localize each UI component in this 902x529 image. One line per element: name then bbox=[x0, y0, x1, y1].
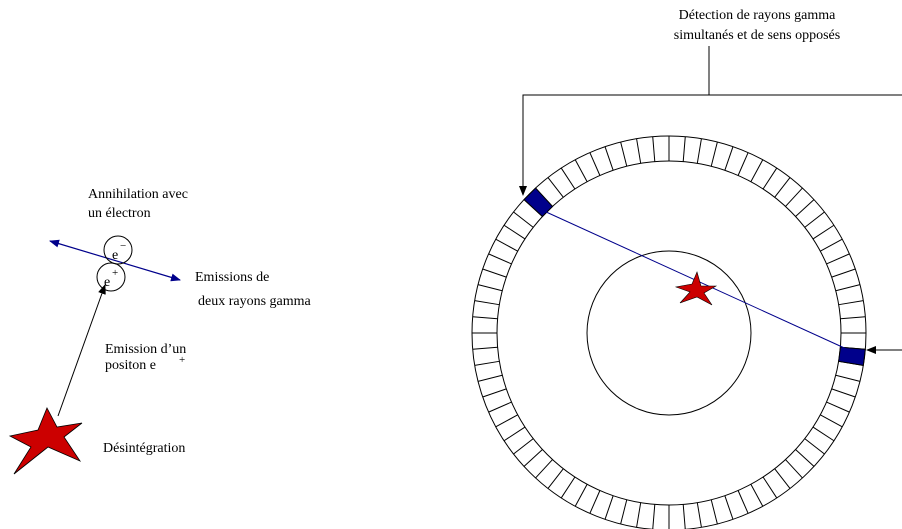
ring-divider bbox=[840, 316, 866, 320]
ring-divider bbox=[620, 499, 628, 525]
ring-divider bbox=[547, 468, 564, 489]
active-detector bbox=[838, 346, 866, 367]
ring-divider bbox=[495, 414, 518, 428]
ring-divider bbox=[589, 152, 601, 176]
ring-divider bbox=[737, 490, 749, 514]
ring-divider bbox=[574, 484, 588, 507]
ring-divider bbox=[682, 504, 686, 529]
ring-divider bbox=[795, 199, 815, 217]
ring-divider bbox=[652, 136, 656, 162]
inner-circle bbox=[586, 250, 752, 416]
ring-divider bbox=[477, 284, 503, 292]
ring-divider bbox=[547, 177, 564, 198]
decay-star bbox=[8, 407, 83, 475]
connector-arrow bbox=[519, 94, 902, 196]
ring-divider bbox=[774, 177, 791, 198]
gamma-rays bbox=[49, 239, 181, 282]
ring-divider bbox=[762, 167, 778, 190]
positron-circle bbox=[96, 262, 126, 292]
ring-divider bbox=[636, 502, 642, 528]
ring-divider bbox=[826, 253, 850, 265]
ring-divider bbox=[495, 238, 518, 252]
source-star bbox=[674, 271, 718, 306]
positron-symbol: e bbox=[104, 275, 110, 290]
ring-divider bbox=[785, 187, 803, 207]
ring-divider bbox=[795, 449, 815, 467]
electron-circle bbox=[103, 235, 133, 265]
ring-divider bbox=[488, 253, 512, 265]
ring-divider bbox=[503, 224, 526, 240]
ring-divider bbox=[682, 136, 686, 162]
emissions-text: Emissions de bbox=[195, 270, 269, 285]
ring-divider bbox=[826, 401, 850, 413]
active-detector bbox=[523, 187, 554, 218]
ring-divider bbox=[750, 484, 764, 507]
positon-text: positon e bbox=[105, 358, 156, 373]
ring-divider bbox=[482, 268, 507, 278]
ring-divider bbox=[710, 141, 718, 167]
ring-divider bbox=[710, 499, 718, 525]
ring-divider bbox=[589, 490, 601, 514]
positron-arrow bbox=[57, 284, 106, 417]
ring-divider bbox=[560, 476, 576, 499]
annihilation-text: Annihilation avec bbox=[88, 187, 188, 202]
ring-divider bbox=[560, 167, 576, 190]
ring-divider bbox=[652, 504, 656, 529]
ring-divider bbox=[523, 449, 543, 467]
ring-divider bbox=[762, 476, 778, 499]
ring-divider bbox=[737, 152, 749, 176]
ring-divider bbox=[488, 401, 512, 413]
ring-divider bbox=[724, 146, 734, 171]
ring-divider bbox=[696, 138, 702, 164]
ring-divider bbox=[820, 238, 843, 252]
electron-symbol: e bbox=[112, 248, 118, 263]
ring-divider bbox=[513, 211, 534, 228]
ring-divider bbox=[477, 374, 503, 382]
ring-divider bbox=[482, 388, 507, 398]
ring-divider bbox=[474, 360, 500, 366]
ring-divider bbox=[472, 316, 498, 320]
ring-divider bbox=[513, 438, 534, 455]
ring-divider bbox=[474, 300, 500, 306]
emissions-text: deux rayons gamma bbox=[198, 294, 312, 309]
ring-divider bbox=[835, 374, 861, 382]
ring-divider bbox=[812, 224, 835, 240]
ring-divider bbox=[838, 300, 864, 306]
positron-charge: + bbox=[112, 267, 118, 279]
ring-divider bbox=[503, 426, 526, 442]
ring-divider bbox=[804, 438, 825, 455]
electron-charge: − bbox=[120, 240, 126, 252]
ring-divider bbox=[835, 284, 861, 292]
ring-divider bbox=[535, 459, 553, 479]
ring-divider bbox=[831, 268, 856, 278]
ring-divider bbox=[472, 346, 498, 350]
ring-divider bbox=[820, 414, 843, 428]
detection-text: Détection de rayons gamma bbox=[679, 8, 836, 23]
ring-divider bbox=[696, 502, 702, 528]
ring-divider bbox=[604, 495, 614, 520]
ring-divider bbox=[636, 138, 642, 164]
ring-divider bbox=[831, 388, 856, 398]
detection-text: simultanés et de sens opposés bbox=[674, 28, 840, 43]
ring-divider bbox=[812, 426, 835, 442]
ring-divider bbox=[785, 459, 803, 479]
ring-divider bbox=[774, 468, 791, 489]
ring-divider bbox=[724, 495, 734, 520]
ring-divider bbox=[604, 146, 614, 171]
detector-ring bbox=[471, 135, 867, 529]
positon-charge: + bbox=[179, 354, 185, 366]
positon-text: Emission d’un bbox=[105, 342, 186, 357]
coincidence-line bbox=[532, 205, 852, 352]
annihilation-text: un électron bbox=[88, 206, 151, 221]
ring-divider bbox=[804, 211, 825, 228]
ring-divider bbox=[750, 159, 764, 182]
ring-divider bbox=[574, 159, 588, 182]
decay-text: Désintégration bbox=[103, 441, 185, 456]
ring-divider bbox=[620, 141, 628, 167]
